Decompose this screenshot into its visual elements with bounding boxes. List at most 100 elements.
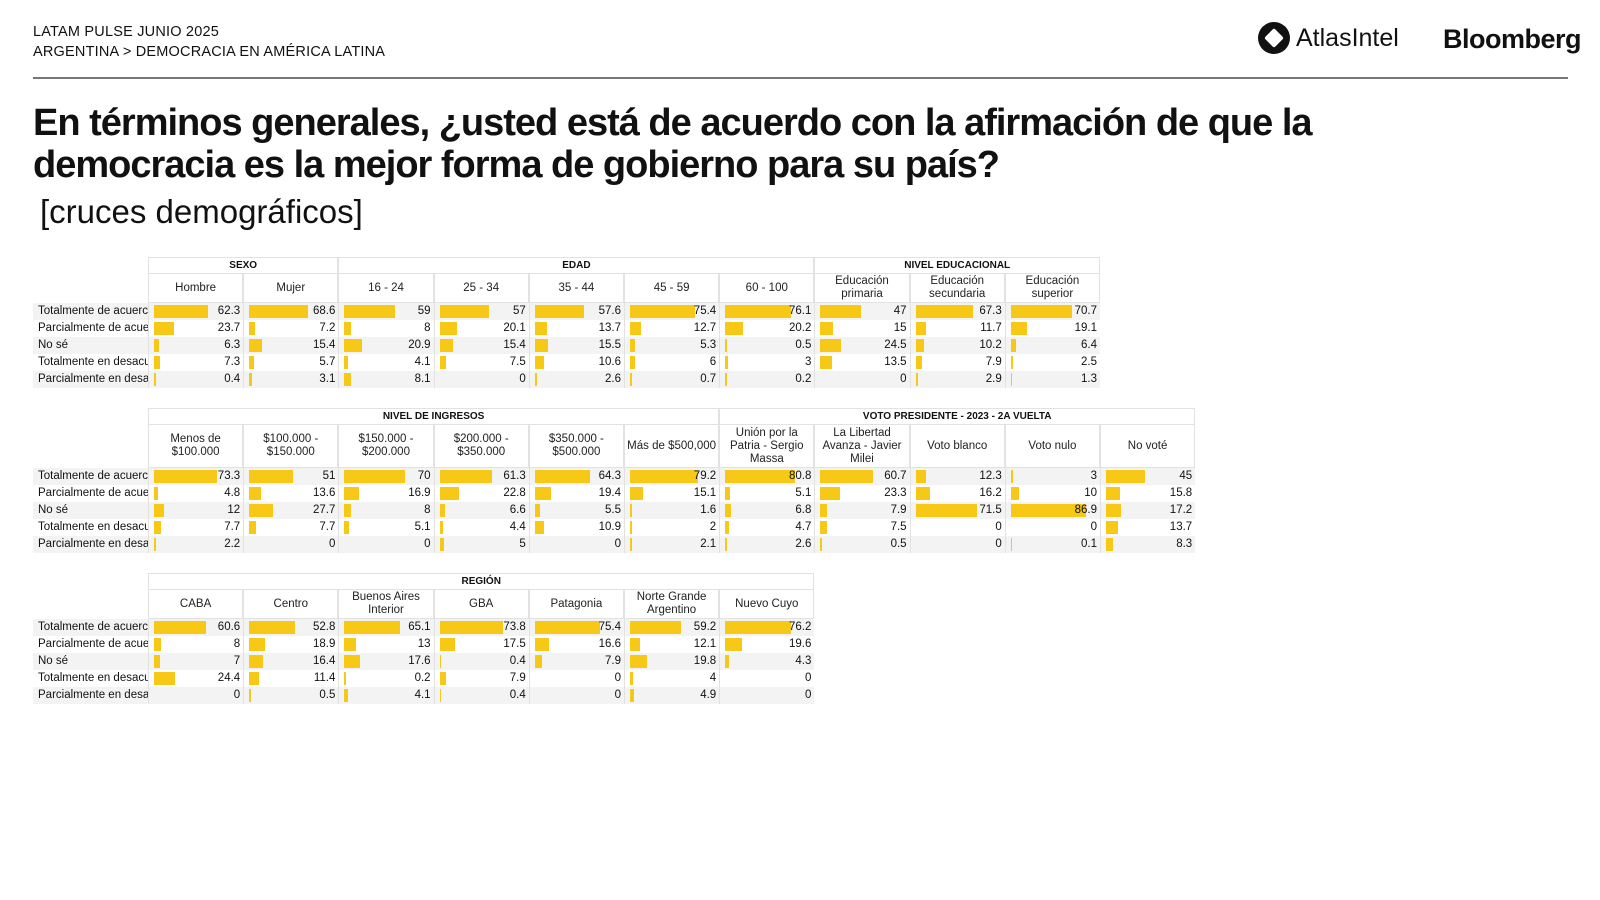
value-bar xyxy=(915,487,930,500)
data-cell: 18.9 xyxy=(243,636,338,653)
report-header: LATAM PULSE JUNIO 2025 ARGENTINA > DEMOC… xyxy=(33,22,385,62)
value-bar xyxy=(725,621,791,634)
data-cell: 19.8 xyxy=(624,653,719,670)
value-label: 2.6 xyxy=(795,538,812,550)
value-bar xyxy=(154,638,161,651)
data-cell: 51 xyxy=(243,468,338,485)
value-label: 12.7 xyxy=(693,322,717,334)
value-label: 4.4 xyxy=(509,521,526,533)
value-label: 73.3 xyxy=(217,470,241,482)
value-bar xyxy=(1010,504,1086,517)
table-row: No sé 12 27.7 8 6.6 5.5 1.6 6.8 7.9 71.5 86.9 17.2 xyxy=(33,502,1196,519)
value-label: 16.6 xyxy=(598,638,621,650)
data-cell: 0 xyxy=(148,687,243,704)
data-cell: 0 xyxy=(528,536,624,553)
value-bar xyxy=(439,538,444,551)
value-label: 3 xyxy=(1090,470,1097,482)
value-label: 19.6 xyxy=(788,638,812,650)
value-bar xyxy=(915,305,974,318)
data-cell: 7.7 xyxy=(243,519,338,536)
value-bar xyxy=(154,504,165,517)
value-label: 7.9 xyxy=(985,356,1002,368)
value-bar xyxy=(820,470,873,483)
value-label: 24.5 xyxy=(884,339,907,351)
value-label: 17.5 xyxy=(503,638,526,650)
value-label: 7.9 xyxy=(890,504,907,516)
data-cell: 59 xyxy=(338,303,433,320)
data-cell: 0.5 xyxy=(243,687,338,704)
value-bar xyxy=(915,339,925,352)
column-header: Más de $500,000 xyxy=(624,424,720,468)
value-label: 22.8 xyxy=(503,487,526,499)
data-cell: 7.3 xyxy=(148,354,243,371)
data-cell: 2.6 xyxy=(719,536,814,553)
data-cell: 57.6 xyxy=(528,303,624,320)
group-header: EDAD xyxy=(338,257,815,273)
value-bar xyxy=(534,504,540,517)
value-label: 76.1 xyxy=(788,305,812,317)
value-bar xyxy=(915,470,927,483)
value-bar xyxy=(344,672,346,685)
value-label: 59 xyxy=(417,305,431,317)
data-cell: 7.2 xyxy=(243,320,338,337)
value-label: 5 xyxy=(519,538,526,550)
value-bar xyxy=(439,621,504,634)
row-label: Parcialmente en desa xyxy=(38,689,148,701)
value-bar xyxy=(1010,538,1013,551)
value-bar xyxy=(1010,487,1020,500)
value-bar xyxy=(820,538,822,551)
value-bar xyxy=(344,470,405,483)
value-bar xyxy=(249,487,261,500)
report-series: LATAM PULSE JUNIO 2025 xyxy=(33,24,219,40)
value-label: 0.4 xyxy=(509,689,526,701)
value-label: 8 xyxy=(424,322,431,334)
value-bar xyxy=(154,538,156,551)
value-label: 57.6 xyxy=(598,305,621,317)
value-bar xyxy=(915,373,919,386)
data-cell: 19.1 xyxy=(1004,320,1100,337)
value-bar xyxy=(820,356,832,369)
row-label: Parcialmente de acue xyxy=(38,487,148,499)
value-label: 0 xyxy=(614,538,621,550)
value-bar xyxy=(725,356,728,369)
column-header: Educación superior xyxy=(1004,273,1100,303)
value-bar xyxy=(534,621,600,634)
data-cell: 70.7 xyxy=(1004,303,1100,320)
value-bar xyxy=(630,487,643,500)
value-bar xyxy=(439,322,457,335)
column-header: Norte Grande Argentino xyxy=(624,589,720,619)
value-label: 0 xyxy=(1090,521,1097,533)
value-bar xyxy=(249,672,259,685)
value-bar xyxy=(154,339,160,352)
value-bar xyxy=(1106,538,1114,551)
value-bar xyxy=(630,521,632,534)
value-bar xyxy=(344,655,360,668)
data-cell: 17.6 xyxy=(338,653,433,670)
row-label: No sé xyxy=(38,504,69,516)
data-cell: 15.5 xyxy=(528,337,624,354)
value-label: 15.5 xyxy=(598,339,621,351)
value-bar xyxy=(1010,373,1013,386)
value-bar xyxy=(725,487,730,500)
value-bar xyxy=(630,356,636,369)
value-label: 23.3 xyxy=(884,487,907,499)
data-cell: 2.5 xyxy=(1004,354,1100,371)
data-cell: 13.6 xyxy=(243,485,338,502)
value-label: 10.2 xyxy=(979,339,1002,351)
value-label: 4.9 xyxy=(700,689,717,701)
value-label: 15.4 xyxy=(503,339,526,351)
data-cell: 79.2 xyxy=(624,468,719,485)
data-cell: 0 xyxy=(1004,519,1100,536)
value-bar xyxy=(630,322,641,335)
value-label: 20.2 xyxy=(788,322,812,334)
value-label: 0.2 xyxy=(414,672,431,684)
table-row: Totalmente en desacu 24.4 11.4 0.2 7.9 0 4 0 xyxy=(33,670,814,687)
column-header: Mujer xyxy=(243,273,339,303)
atlasintel-wordmark: AtlasIntel xyxy=(1296,23,1399,52)
data-cell: 10.2 xyxy=(909,337,1005,354)
value-bar xyxy=(725,373,727,386)
value-label: 61.3 xyxy=(503,470,526,482)
value-bar xyxy=(154,322,175,335)
value-label: 15 xyxy=(893,322,907,334)
value-label: 57 xyxy=(512,305,526,317)
